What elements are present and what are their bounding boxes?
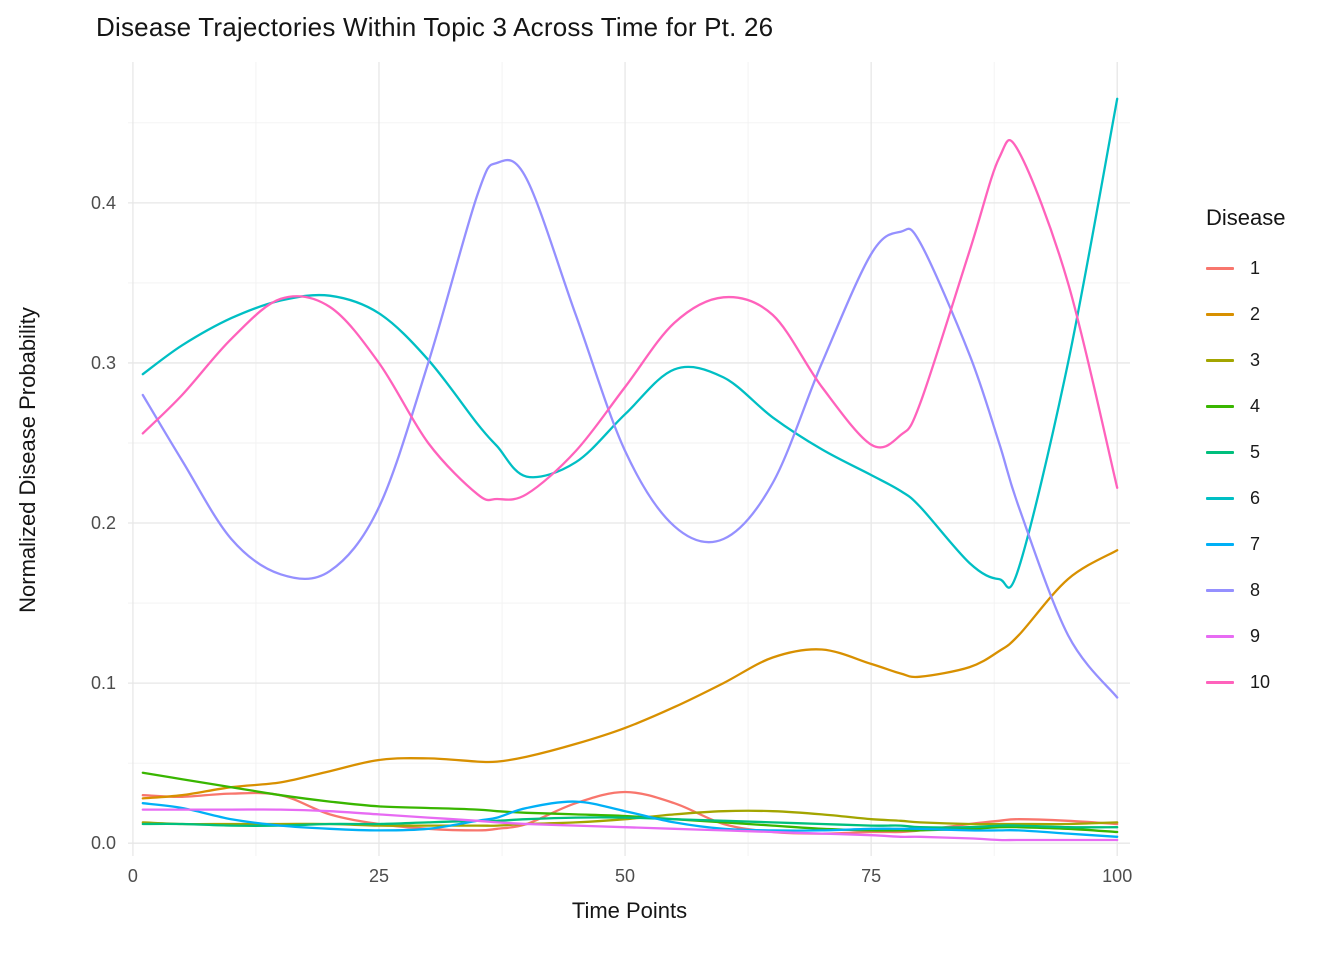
x-tick-label: 25 [369, 866, 389, 886]
series-line-10 [141, 138, 1119, 502]
legend-key-line [1206, 680, 1234, 684]
legend-item-7: 7 [1206, 521, 1285, 567]
legend-label: 8 [1250, 579, 1261, 600]
legend-item-10: 10 [1206, 659, 1285, 705]
series-line-2 [141, 549, 1119, 800]
legend-title: Disease [1206, 205, 1286, 230]
legend-items: 1 2 3 4 5 6 7 8 9 10 [1206, 245, 1285, 705]
legend-key-line [1206, 496, 1234, 500]
y-tick-label: 0.0 [91, 833, 116, 853]
x-tick-label: 0 [128, 866, 138, 886]
chart-title: Disease Trajectories Within Topic 3 Acro… [96, 12, 774, 42]
series-line-5 [141, 816, 1119, 829]
y-tick-label: 0.3 [91, 353, 116, 373]
legend-label: 7 [1250, 533, 1261, 554]
legend-item-1: 1 [1206, 245, 1285, 291]
legend-label: 10 [1250, 671, 1271, 692]
legend-label: 2 [1250, 303, 1261, 324]
legend-item-5: 5 [1206, 429, 1285, 475]
series-line-8 [141, 158, 1119, 699]
legend-key-line [1206, 312, 1234, 316]
y-axis-title: Normalized Disease Probability [15, 307, 40, 613]
legend-item-2: 2 [1206, 291, 1285, 337]
legend-key-line [1206, 634, 1234, 638]
legend-label: 9 [1250, 625, 1261, 646]
legend-label: 3 [1250, 349, 1261, 370]
x-axis-title: Time Points [571, 898, 688, 923]
series-line-7 [141, 800, 1119, 838]
legend: Disease 1 2 3 4 5 6 7 8 9 10 [1206, 205, 1285, 705]
legend-item-3: 3 [1206, 337, 1285, 383]
legend-key-line [1206, 588, 1234, 592]
legend-label: 1 [1250, 257, 1261, 278]
y-tick-label: 0.2 [91, 513, 116, 533]
legend-key-line [1206, 358, 1234, 362]
y-tick-label: 0.1 [91, 673, 116, 693]
legend-item-6: 6 [1206, 475, 1285, 521]
legend-label: 5 [1250, 441, 1261, 462]
legend-item-9: 9 [1206, 613, 1285, 659]
series-line-9 [141, 808, 1119, 842]
legend-item-4: 4 [1206, 383, 1285, 429]
series-line-6 [141, 97, 1119, 589]
x-tick-label: 75 [861, 866, 881, 886]
legend-key-line [1206, 404, 1234, 408]
legend-label: 6 [1250, 487, 1261, 508]
y-tick-label: 0.4 [91, 193, 116, 213]
legend-key-line [1206, 450, 1234, 454]
x-tick-label: 100 [1102, 866, 1132, 886]
legend-item-8: 8 [1206, 567, 1285, 613]
legend-key-line [1206, 266, 1234, 270]
legend-label: 4 [1250, 395, 1261, 416]
legend-key-line [1206, 542, 1234, 546]
x-tick-label: 50 [615, 866, 635, 886]
